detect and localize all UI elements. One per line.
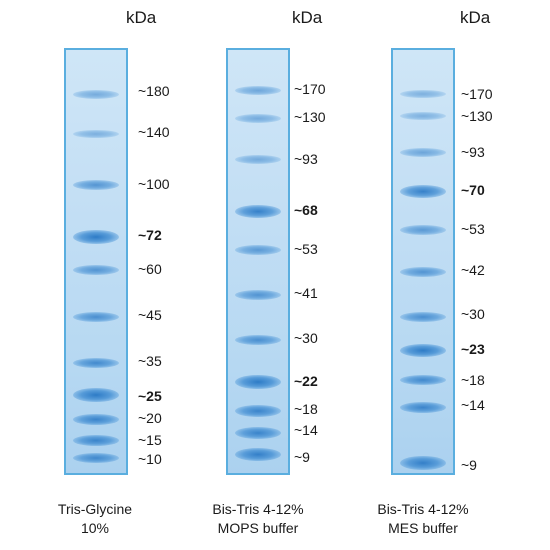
marker-label: ~23	[461, 341, 485, 357]
caption-line: Bis-Tris 4-12%	[212, 501, 304, 517]
band	[73, 435, 119, 446]
caption-line: Bis-Tris 4-12%	[377, 501, 469, 517]
band	[73, 265, 119, 275]
ladder-panel-bis-tris-mops: kDa ~170 ~130 ~93 ~68 ~53 ~41 ~30 ~22 ~1…	[190, 0, 340, 550]
marker-label: ~14	[294, 422, 318, 438]
band	[400, 90, 446, 98]
marker-label: ~60	[138, 261, 162, 277]
marker-label: ~130	[461, 108, 493, 124]
marker-label: ~25	[138, 388, 162, 404]
band	[235, 155, 281, 164]
band	[235, 405, 281, 417]
band	[73, 453, 119, 463]
marker-label: ~140	[138, 124, 170, 140]
band	[400, 112, 446, 120]
band	[400, 267, 446, 277]
band	[400, 456, 446, 470]
band	[400, 344, 446, 357]
marker-label: ~68	[294, 202, 318, 218]
marker-label: ~30	[461, 306, 485, 322]
marker-label: ~18	[294, 401, 318, 417]
band	[73, 130, 119, 138]
gel-lane	[391, 48, 455, 475]
marker-label: ~35	[138, 353, 162, 369]
band	[235, 86, 281, 95]
unit-label: kDa	[460, 8, 491, 27]
band	[400, 312, 446, 322]
caption-line: MOPS buffer	[217, 520, 299, 536]
band	[73, 388, 119, 402]
band	[400, 225, 446, 235]
marker-label: ~72	[138, 227, 162, 243]
marker-label: ~53	[294, 241, 318, 257]
band	[73, 414, 119, 425]
band	[400, 185, 446, 198]
marker-label: ~15	[138, 432, 162, 448]
caption-line: MES buffer	[388, 520, 458, 536]
marker-label: ~100	[138, 176, 170, 192]
band	[73, 230, 119, 244]
band	[235, 114, 281, 123]
marker-label: ~130	[294, 109, 326, 125]
marker-label: ~20	[138, 410, 162, 426]
band	[235, 335, 281, 345]
ladder-panel-tris-glycine: kDa ~180 ~140 ~100 ~72 ~60 ~45 ~35 ~25 ~…	[28, 0, 178, 550]
marker-label: ~70	[461, 182, 485, 198]
lane-caption: Bis-Tris 4-12% MES buffer	[348, 500, 498, 538]
marker-label: ~53	[461, 221, 485, 237]
band	[235, 290, 281, 300]
marker-label: ~22	[294, 373, 318, 389]
marker-label: ~45	[138, 307, 162, 323]
unit-label: kDa	[292, 8, 323, 27]
band	[400, 375, 446, 385]
marker-label: ~42	[461, 262, 485, 278]
marker-label: ~18	[461, 372, 485, 388]
marker-label: ~14	[461, 397, 485, 413]
marker-label: ~9	[461, 457, 477, 473]
band	[235, 205, 281, 218]
gel-lane	[64, 48, 128, 475]
caption-line: Tris-Glycine	[57, 501, 133, 517]
caption-line: 10%	[80, 520, 110, 536]
band	[235, 245, 281, 255]
lane-caption: Tris-Glycine 10%	[20, 500, 170, 538]
marker-label: ~170	[461, 86, 493, 102]
marker-label: ~41	[294, 285, 318, 301]
band	[400, 402, 446, 413]
band	[73, 358, 119, 368]
marker-label: ~93	[294, 151, 318, 167]
band	[73, 180, 119, 190]
band	[73, 312, 119, 322]
marker-label: ~93	[461, 144, 485, 160]
ladder-panel-bis-tris-mes: kDa ~170 ~130 ~93 ~70 ~53 ~42 ~30 ~23 ~1…	[355, 0, 505, 550]
band	[235, 375, 281, 389]
marker-label: ~10	[138, 451, 162, 467]
unit-label: kDa	[126, 8, 157, 27]
marker-label: ~30	[294, 330, 318, 346]
band	[400, 148, 446, 157]
lane-caption: Bis-Tris 4-12% MOPS buffer	[183, 500, 333, 538]
band	[235, 448, 281, 461]
marker-label: ~9	[294, 449, 310, 465]
gel-lane	[226, 48, 290, 475]
band	[235, 427, 281, 439]
marker-label: ~180	[138, 83, 170, 99]
band	[73, 90, 119, 99]
marker-label: ~170	[294, 81, 326, 97]
